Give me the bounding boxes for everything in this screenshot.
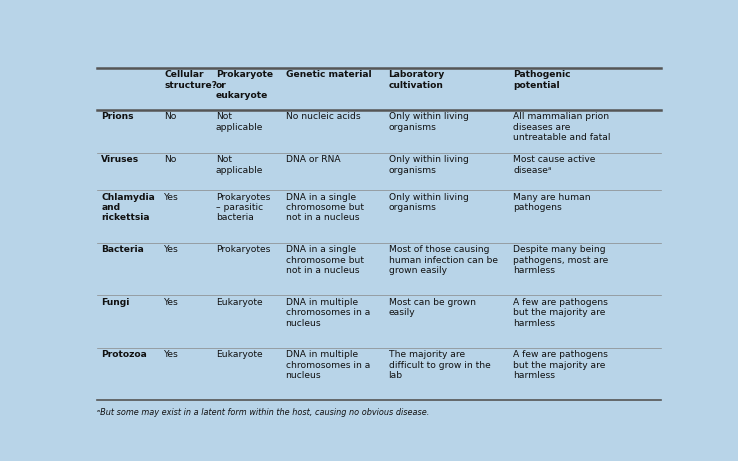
Text: Prokaryotes
– parasitic
bacteria: Prokaryotes – parasitic bacteria [215, 193, 270, 223]
Text: Pathogenic
potential: Pathogenic potential [513, 70, 570, 89]
Text: Viruses: Viruses [101, 155, 139, 165]
Text: No nucleic acids: No nucleic acids [286, 112, 360, 121]
Text: Not
applicable: Not applicable [215, 112, 263, 131]
Text: Fungi: Fungi [101, 298, 130, 307]
Text: Eukaryote: Eukaryote [215, 350, 263, 359]
Text: DNA in multiple
chromosomes in a
nucleus: DNA in multiple chromosomes in a nucleus [286, 298, 370, 328]
Text: Most can be grown
easily: Most can be grown easily [388, 298, 475, 317]
Text: Prokaryote
or
eukaryote: Prokaryote or eukaryote [215, 70, 273, 100]
Text: Eukaryote: Eukaryote [215, 298, 263, 307]
Text: Despite many being
pathogens, most are
harmless: Despite many being pathogens, most are h… [513, 245, 608, 275]
Text: The majority are
difficult to grow in the
lab: The majority are difficult to grow in th… [388, 350, 490, 380]
Text: No: No [165, 155, 176, 165]
Text: Many are human
pathogens: Many are human pathogens [513, 193, 591, 212]
Text: Chlamydia
and
rickettsia: Chlamydia and rickettsia [101, 193, 155, 223]
Text: DNA or RNA: DNA or RNA [286, 155, 340, 165]
Text: Only within living
organisms: Only within living organisms [388, 193, 469, 212]
Text: Most of those causing
human infection can be
grown easily: Most of those causing human infection ca… [388, 245, 497, 275]
Text: DNA in multiple
chromosomes in a
nucleus: DNA in multiple chromosomes in a nucleus [286, 350, 370, 380]
Text: Yes: Yes [165, 193, 179, 202]
Text: Yes: Yes [165, 245, 179, 254]
Text: Only within living
organisms: Only within living organisms [388, 155, 469, 175]
Text: Yes: Yes [165, 350, 179, 359]
Text: Laboratory
cultivation: Laboratory cultivation [388, 70, 445, 89]
Text: A few are pathogens
but the majority are
harmless: A few are pathogens but the majority are… [513, 350, 608, 380]
Text: A few are pathogens
but the majority are
harmless: A few are pathogens but the majority are… [513, 298, 608, 328]
Text: All mammalian prion
diseases are
untreatable and fatal: All mammalian prion diseases are untreat… [513, 112, 611, 142]
Text: Prokaryotes: Prokaryotes [215, 245, 270, 254]
Text: Genetic material: Genetic material [286, 70, 371, 79]
Text: DNA in a single
chromosome but
not in a nucleus: DNA in a single chromosome but not in a … [286, 193, 364, 223]
Text: Not
applicable: Not applicable [215, 155, 263, 175]
Text: Yes: Yes [165, 298, 179, 307]
Text: Protozoa: Protozoa [101, 350, 147, 359]
Text: Prions: Prions [101, 112, 134, 121]
Text: No: No [165, 112, 176, 121]
Text: Cellular
structure?: Cellular structure? [165, 70, 217, 89]
Text: DNA in a single
chromosome but
not in a nucleus: DNA in a single chromosome but not in a … [286, 245, 364, 275]
Text: Most cause active
diseaseᵃ: Most cause active diseaseᵃ [513, 155, 596, 175]
Text: ᵃBut some may exist in a latent form within the host, causing no obvious disease: ᵃBut some may exist in a latent form wit… [97, 408, 430, 417]
Text: Bacteria: Bacteria [101, 245, 144, 254]
Text: Only within living
organisms: Only within living organisms [388, 112, 469, 131]
